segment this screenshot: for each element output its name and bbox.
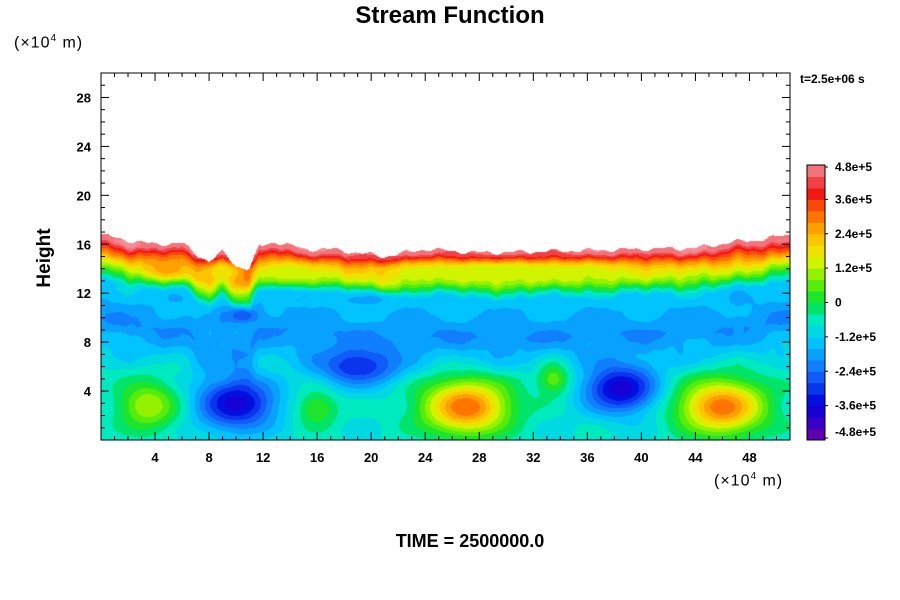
time-footer: TIME = 2500000.0	[395, 531, 545, 551]
x-tick-label: 12	[256, 450, 270, 465]
colorbar-label: -2.4e+5	[835, 364, 876, 378]
x-tick-label: 36	[580, 450, 594, 465]
colorbar-swatch	[807, 222, 825, 235]
colorbar-swatch	[807, 394, 825, 407]
colorbar-swatch	[807, 279, 825, 292]
colorbar-swatch	[807, 348, 825, 361]
colorbar-swatch	[807, 336, 825, 349]
x-tick-label: 32	[526, 450, 540, 465]
chart-title: Stream Function	[355, 2, 545, 29]
x-axis-unit: (×104 m)	[714, 471, 784, 490]
colorbar-swatch	[807, 428, 825, 441]
colorbar-label: 2.4e+5	[835, 227, 872, 241]
heatmap-field	[101, 73, 790, 440]
colorbar-label: 4.8e+5	[835, 160, 872, 174]
x-axis: 4 8 12 16 20 24 28 32 36 40 44 48	[114, 73, 777, 465]
colorbar-swatch	[807, 199, 825, 212]
contour-plot	[101, 73, 790, 440]
x-tick-label: 20	[364, 450, 378, 465]
colorbar: 4.8e+5 3.6e+5 2.4e+5 1.2e+5 0 -1.2e+5 -2.4e+5 -…	[806, 160, 876, 441]
x-tick-label: 24	[418, 450, 433, 465]
colorbar-swatch	[807, 268, 825, 281]
y-tick-label: 4	[84, 384, 92, 399]
x-tick-label: 44	[688, 450, 703, 465]
colorbar-swatch	[807, 405, 825, 418]
colorbar-swatch	[807, 256, 825, 269]
colorbar-label: 0	[835, 296, 842, 310]
y-tick-label: 8	[84, 335, 91, 350]
y-axis: 4 8 12 16 20 24 28	[77, 84, 790, 429]
colorbar-label: 1.2e+5	[835, 261, 872, 275]
x-tick-label: 28	[472, 450, 486, 465]
y-axis-label: Height	[34, 228, 55, 288]
y-tick-label: 24	[77, 139, 92, 154]
colorbar-label: -4.8e+5	[835, 425, 876, 439]
x-tick-label: 4	[151, 450, 159, 465]
colorbar-swatch	[807, 313, 825, 326]
colorbar-label: -3.6e+5	[835, 399, 876, 413]
x-tick-label: 40	[634, 450, 648, 465]
colorbar-swatch	[807, 187, 825, 200]
colorbar-swatch	[807, 371, 825, 384]
colorbar-swatch	[807, 165, 825, 177]
y-tick-label: 12	[77, 286, 91, 301]
colorbar-swatch	[807, 302, 825, 315]
x-tick-label: 16	[310, 450, 324, 465]
y-tick-label: 28	[77, 90, 91, 105]
colorbar-swatch	[807, 325, 825, 338]
colorbar-swatch	[807, 176, 825, 189]
colorbar-swatch	[807, 245, 825, 258]
x-tick-label: 48	[742, 450, 756, 465]
y-axis-unit: (×104 m)	[14, 33, 84, 52]
colorbar-swatch	[807, 291, 825, 303]
y-tick-label: 20	[77, 188, 91, 203]
colorbar-swatch	[807, 233, 825, 246]
time-label: t=2.5e+06 s	[800, 72, 865, 86]
colorbar-label: -1.2e+5	[835, 330, 876, 344]
colorbar-swatch	[807, 382, 825, 395]
colorbar-label: 3.6e+5	[835, 192, 872, 206]
colorbar-swatch	[807, 210, 825, 223]
x-tick-label: 8	[205, 450, 212, 465]
y-tick-label: 16	[77, 237, 91, 252]
colorbar-swatch	[807, 417, 825, 430]
colorbar-swatch	[807, 359, 825, 372]
